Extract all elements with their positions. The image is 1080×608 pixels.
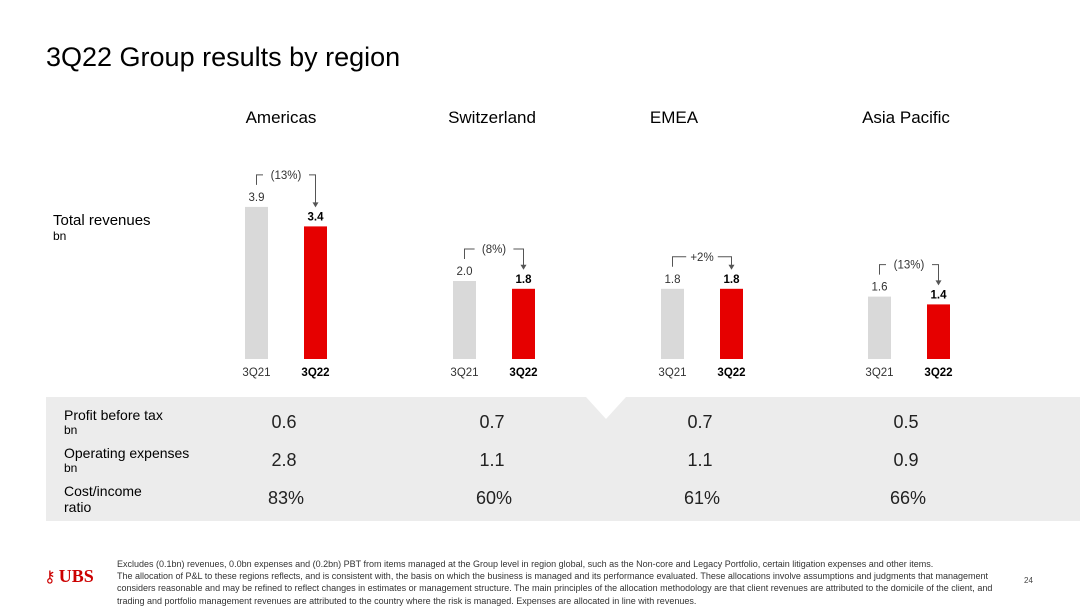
value-label-emea-3q22: 1.8	[724, 274, 741, 286]
bar-switzerland-3q21	[453, 281, 476, 359]
footnote-line-1: Excludes (0.1bn) revenues, 0.0bn expense…	[117, 559, 934, 569]
cir-value-emea: 61%	[683, 488, 721, 508]
cir-value-asia-pacific: 66%	[889, 488, 927, 508]
change-bracket-right-asia-pacific	[932, 264, 939, 285]
change-label-switzerland: (8%)	[482, 244, 506, 256]
revenue-bar-chart: 3.9 3Q21 3.4 3Q22 (13%) 2.0 3Q21 1.8 3Q22 (8%) 1.8…	[242, 170, 952, 379]
ubs-logo: ⚷ UBS	[44, 566, 94, 587]
change-arrow-icon-asia-pacific	[935, 280, 942, 286]
pbt-value-switzerland: 0.7	[479, 412, 505, 432]
panel-notch	[586, 397, 626, 419]
tick-label-switzerland-3q21: 3Q21	[450, 367, 478, 379]
metric-label-profit-before-tax: Profit before tax bn	[64, 407, 163, 437]
opex-value-americas: 2.8	[271, 450, 297, 470]
metric-unit: bn	[64, 461, 78, 475]
tick-label-emea-3q21: 3Q21	[658, 367, 686, 379]
pbt-value-asia-pacific: 0.5	[893, 412, 919, 432]
value-label-switzerland-3q22: 1.8	[516, 274, 533, 286]
bar-americas-3q21	[245, 206, 268, 359]
value-label-emea-3q21: 1.8	[665, 274, 681, 286]
value-label-asia-pacific-3q21: 1.6	[872, 282, 888, 294]
region-title-asia-pacific: Asia Pacific	[862, 108, 950, 127]
change-label-asia-pacific: (13%)	[894, 260, 925, 272]
footnote-line-2: The allocation of P&L to these regions r…	[117, 571, 993, 606]
total-revenues-title: Total revenues	[53, 212, 151, 229]
value-label-asia-pacific-3q22: 1.4	[931, 289, 948, 301]
tick-label-americas-3q22: 3Q22	[301, 367, 329, 379]
total-revenues-unit: bn	[53, 229, 67, 243]
change-bracket-left-asia-pacific	[879, 264, 886, 275]
change-bracket-left-emea	[672, 256, 687, 267]
metric-label-text-2: ratio	[64, 499, 92, 515]
tick-label-switzerland-3q22: 3Q22	[509, 367, 537, 379]
change-arrow-icon-americas	[312, 202, 319, 208]
cir-value-americas: 83%	[267, 488, 305, 508]
value-label-americas-3q22: 3.4	[308, 211, 325, 223]
change-arrow-icon-emea	[728, 264, 735, 270]
bar-emea-3q22	[720, 288, 743, 359]
bar-asia-pacific-3q21	[868, 296, 891, 359]
cir-value-switzerland: 60%	[475, 488, 513, 508]
change-bracket-left-switzerland	[464, 248, 475, 259]
tick-label-americas-3q21: 3Q21	[242, 367, 270, 379]
metric-unit: bn	[64, 423, 78, 437]
total-revenues-label: Total revenues bn	[53, 212, 151, 243]
page-title: 3Q22 Group results by region	[46, 42, 401, 72]
value-label-switzerland-3q21: 2.0	[457, 266, 473, 278]
metric-label-text: Operating expenses	[64, 445, 190, 461]
metric-label-text: Cost/income	[64, 483, 142, 499]
metric-label-text: Profit before tax	[64, 407, 163, 423]
region-title-emea: EMEA	[649, 108, 699, 127]
tick-label-asia-pacific-3q21: 3Q21	[865, 367, 893, 379]
pbt-value-americas: 0.6	[271, 412, 297, 432]
bar-asia-pacific-3q22	[927, 304, 950, 359]
change-arrow-icon-switzerland	[520, 264, 527, 270]
bar-switzerland-3q22	[512, 288, 535, 359]
metric-label-cost-income-ratio: Cost/income ratio	[64, 483, 142, 515]
region-title-americas: Americas	[245, 108, 317, 127]
footnote: Excludes (0.1bn) revenues, 0.0bn expense…	[117, 558, 1012, 607]
opex-value-asia-pacific: 0.9	[893, 450, 919, 470]
bar-americas-3q22	[304, 226, 327, 359]
bar-emea-3q21	[661, 288, 684, 359]
opex-value-switzerland: 1.1	[479, 450, 505, 470]
page-number: 24	[1024, 576, 1033, 585]
keys-icon: ⚷	[44, 567, 56, 586]
change-bracket-right-switzerland	[513, 248, 524, 269]
pbt-value-emea: 0.7	[687, 412, 713, 432]
change-label-americas: (13%)	[271, 170, 302, 182]
region-title-switzerland: Switzerland	[448, 108, 536, 127]
value-label-americas-3q21: 3.9	[249, 192, 265, 204]
change-bracket-right-emea	[717, 256, 732, 269]
opex-value-emea: 1.1	[687, 450, 713, 470]
metrics-panel	[46, 397, 1080, 521]
change-label-emea: +2%	[690, 252, 713, 264]
logo-text: UBS	[58, 566, 94, 586]
tick-label-asia-pacific-3q22: 3Q22	[924, 367, 952, 379]
tick-label-emea-3q22: 3Q22	[717, 367, 745, 379]
change-bracket-right-americas	[309, 174, 316, 207]
metric-label-operating-expenses: Operating expenses bn	[64, 445, 189, 475]
change-bracket-left-americas	[256, 174, 263, 185]
